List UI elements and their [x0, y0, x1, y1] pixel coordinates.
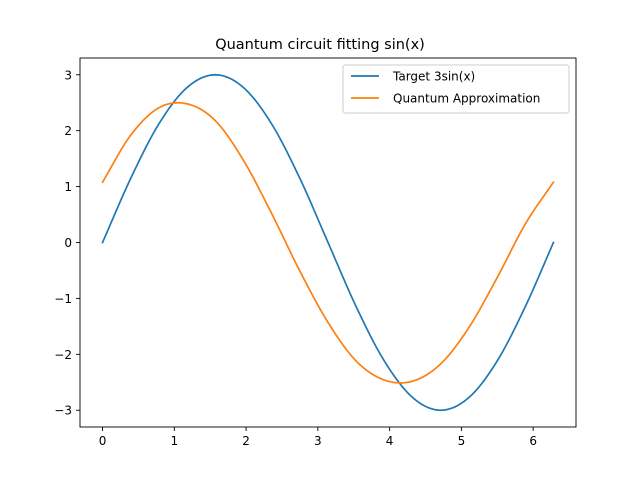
y-tick-label: −3 [54, 404, 72, 418]
y-tick-label: 0 [64, 236, 72, 250]
y-tick-label: 3 [64, 68, 72, 82]
chart-title: Quantum circuit fitting sin(x) [215, 37, 425, 53]
x-tick-label: 4 [386, 434, 394, 448]
axes: 0 1 2 3 4 5 6 −3 −2 −1 0 1 2 3 [54, 57, 577, 448]
y-tick-label: −1 [54, 292, 72, 306]
y-tick-label: 1 [64, 180, 72, 194]
legend: Target 3sin(x) Quantum Approximation [342, 64, 570, 114]
y-tick-label: −2 [54, 348, 72, 362]
y-tick-label: 2 [64, 124, 72, 138]
x-tick-label: 1 [170, 434, 178, 448]
x-tick-label: 3 [314, 434, 322, 448]
legend-box [342, 64, 570, 114]
x-tick-label: 6 [529, 434, 537, 448]
legend-label-2: Quantum Approximation [393, 92, 540, 106]
series-line-1 [101, 73, 555, 412]
x-tick-label: 0 [99, 434, 107, 448]
x-tick-label: 2 [242, 434, 250, 448]
legend-label-1: Target 3sin(x) [392, 70, 475, 84]
x-tick-label: 5 [458, 434, 466, 448]
plot-area [101, 73, 555, 412]
series-line-2 [101, 101, 555, 384]
